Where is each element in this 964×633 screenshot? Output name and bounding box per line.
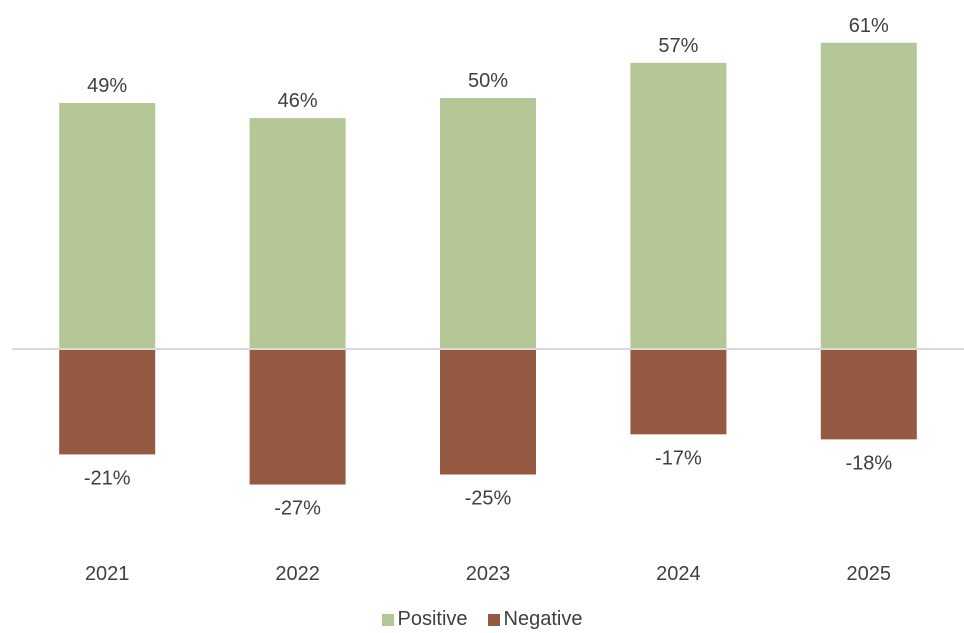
legend-item-positive: Positive [381,608,468,631]
bar-negative-2022 [249,349,346,485]
data-label-positive-2024: 57% [658,35,698,57]
legend-label-positive: Positive [397,608,468,630]
data-label-positive-2022: 46% [278,90,318,112]
legend-label-negative: Negative [503,608,583,630]
category-label-2021: 2021 [85,563,130,585]
bar-positive-2024 [630,62,727,350]
legend-swatch-positive [381,613,394,626]
category-label-2025: 2025 [847,563,892,585]
bar-negative-2021 [59,349,156,455]
bar-negative-2023 [440,349,536,475]
legend-swatch-negative [487,613,500,626]
bar-negative-2025 [820,349,917,440]
category-label-2023: 2023 [466,563,511,585]
data-label-negative-2021: -21% [84,467,131,489]
data-label-negative-2022: -27% [274,498,321,520]
bar-negative-2024 [630,349,727,435]
data-label-negative-2023: -25% [465,488,512,510]
data-label-positive-2025: 61% [849,15,889,37]
data-label-positive-2023: 50% [468,70,508,92]
category-label-2022: 2022 [275,563,320,585]
data-label-negative-2025: -18% [845,452,892,474]
data-label-negative-2024: -17% [655,447,702,469]
category-label-2024: 2024 [656,563,701,585]
bar-positive-2023 [440,98,536,349]
data-label-positive-2021: 49% [87,75,127,97]
bar-positive-2022 [249,118,346,349]
bar-positive-2025 [820,42,917,349]
legend: Positive Negative [0,608,964,631]
bar-positive-2021 [59,103,156,350]
legend-item-negative: Negative [487,608,583,631]
